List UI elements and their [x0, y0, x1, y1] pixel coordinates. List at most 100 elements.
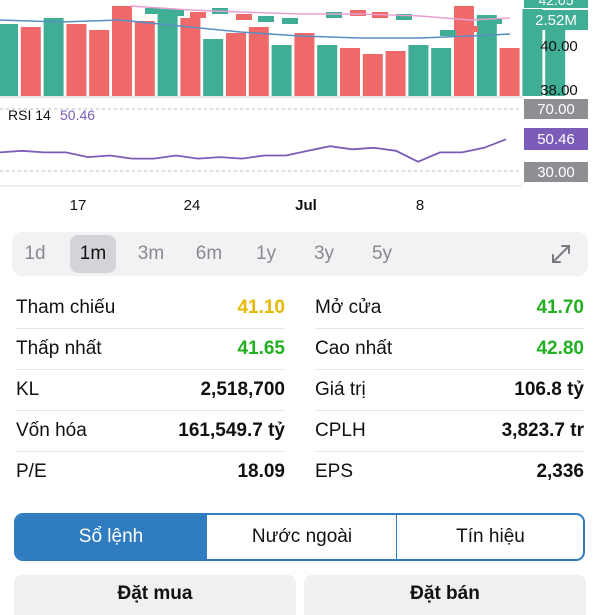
svg-text:50.46: 50.46 [537, 131, 575, 148]
timeframe-selector: 1d 1m 3m 6m 1y 3y 5y [12, 232, 588, 276]
volume-bar [362, 54, 383, 96]
rsi-legend-value: 50.46 [60, 107, 95, 123]
volume-bar [112, 6, 132, 96]
date-label: 17 [70, 197, 87, 214]
stat-von-hoa: Vốn hóa 161,549.7 tỷ [16, 412, 285, 452]
stat-eps: EPS 2,336 [315, 453, 584, 493]
stat-label: Vốn hóa [16, 420, 87, 441]
volume-bars [0, 6, 566, 96]
sell-button[interactable]: Đặt bán [304, 575, 586, 615]
stat-label: P/E [16, 461, 47, 482]
stat-cplh: CPLH 3,823.7 tr [315, 412, 584, 452]
volume-bar [271, 45, 292, 96]
stat-label: Cao nhất [315, 338, 393, 359]
volume-bar [89, 30, 110, 96]
stat-value: 2,518,700 [200, 379, 285, 400]
volume-bar [317, 45, 338, 96]
volume-bar [476, 15, 497, 96]
volume-bar [180, 18, 201, 96]
candlestick [190, 12, 206, 18]
stat-value: 161,549.7 tỷ [178, 420, 285, 441]
date-label: 8 [416, 197, 424, 214]
svg-text:2.52M: 2.52M [535, 12, 577, 29]
volume-bar [408, 45, 429, 96]
moving-average-line [0, 19, 511, 39]
stat-value: 41.10 [237, 297, 285, 318]
volume-bar [0, 24, 18, 96]
timeframe-1d[interactable]: 1d [24, 243, 46, 264]
rsi-legend-label: RSI 14 [8, 107, 51, 123]
stat-value: 3,823.7 tr [501, 420, 584, 441]
volume-bar [20, 27, 41, 96]
tab-nuoc-ngoai[interactable]: Nước ngoài [206, 515, 397, 559]
rsi-axis-label-30: 30.00 [524, 162, 588, 182]
stat-value: 42.80 [536, 338, 584, 359]
buy-button[interactable]: Đặt mua [14, 575, 296, 615]
price-axis-label-top: 42.05 [524, 0, 588, 8]
stat-label: Giá trị [315, 379, 366, 400]
candlestick [486, 18, 502, 24]
volume-bar [66, 24, 87, 96]
stat-label: CPLH [315, 420, 366, 441]
volume-bar [294, 33, 315, 96]
date-label: Jul [295, 197, 317, 214]
svg-text:30.00: 30.00 [537, 164, 575, 181]
candlestick [168, 10, 184, 16]
stat-thap-nhat: Thấp nhất 41.65 [16, 330, 285, 370]
stat-value: 2,336 [536, 461, 584, 482]
stat-label: Mở cửa [315, 297, 382, 318]
stat-value: 18.09 [237, 461, 285, 482]
detail-tabs: Sổ lệnh Nước ngoài Tín hiệu [14, 513, 585, 561]
volume-bar [226, 33, 246, 96]
stat-cao-nhat: Cao nhất 42.80 [315, 330, 584, 370]
volume-bar [522, 9, 543, 96]
stat-value: 41.70 [536, 297, 584, 318]
candlestick [440, 30, 456, 36]
candlestick [350, 10, 366, 16]
rsi-axis-label-current: 50.46 [524, 128, 588, 150]
candlestick [462, 26, 478, 32]
moving-average-line-2 [129, 5, 511, 21]
rsi-line [0, 138, 507, 163]
stat-pe: P/E 18.09 [16, 453, 285, 493]
volume-bar [134, 21, 155, 96]
price-axis-label: 40.00 [540, 38, 578, 55]
stat-value: 41.65 [237, 338, 285, 359]
timeframe-6m[interactable]: 6m [195, 243, 223, 264]
candlestick [282, 18, 298, 24]
price-axis-label: 38.00 [540, 82, 578, 99]
volume-axis-label: 2.52M [524, 10, 588, 30]
svg-text:42.05: 42.05 [538, 0, 573, 8]
stat-gia-tri: Giá trị 106.8 tỷ [315, 371, 584, 411]
stat-mo-cua: Mở cửa 41.70 [315, 289, 584, 329]
date-label: 24 [184, 197, 201, 214]
volume-bar [248, 27, 269, 96]
candlestick [236, 14, 252, 20]
stat-label: KL [16, 379, 40, 400]
stat-tham-chieu: Tham chiếu 41.10 [16, 289, 285, 329]
timeframe-3y[interactable]: 3y [313, 243, 335, 264]
candlestick [326, 12, 342, 18]
stat-label: Thấp nhất [16, 338, 102, 359]
candlestick [258, 16, 274, 22]
tab-tin-hieu[interactable]: Tín hiệu [396, 515, 583, 559]
timeframe-1y[interactable]: 1y [255, 243, 277, 264]
volume-bar [340, 48, 360, 96]
stat-kl: KL 2,518,700 [16, 371, 285, 411]
timeframe-5y[interactable]: 5y [371, 243, 393, 264]
svg-text:70.00: 70.00 [537, 101, 575, 118]
tab-so-lenh[interactable]: Sổ lệnh [16, 515, 206, 559]
volume-bar [385, 51, 406, 96]
stat-value: 106.8 tỷ [514, 379, 584, 400]
volume-bar [203, 39, 224, 96]
price-chart[interactable]: 42.05 2.52M 40.00 38.00 70.00 50.46 30.0… [0, 0, 600, 220]
stat-label: EPS [315, 461, 354, 482]
volume-bar [499, 48, 520, 96]
timeframe-1m[interactable]: 1m [70, 235, 116, 273]
volume-bar [545, 20, 566, 96]
timeframe-3m[interactable]: 3m [137, 243, 165, 264]
volume-bar [431, 48, 452, 96]
rsi-axis-label-70: 70.00 [524, 99, 588, 119]
volume-bar [43, 18, 64, 96]
expand-icon[interactable] [548, 241, 574, 267]
